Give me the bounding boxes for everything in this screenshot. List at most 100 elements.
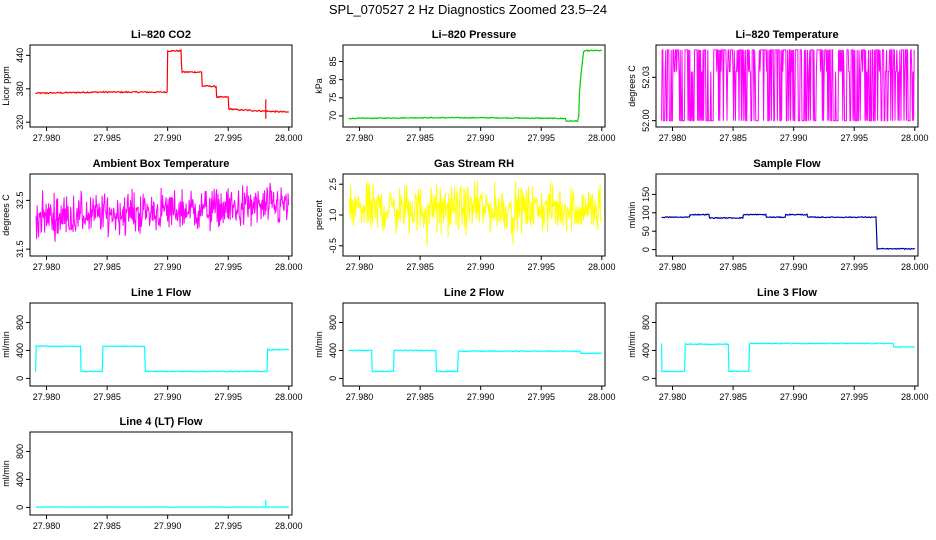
- x-tick-label: 27.995: [214, 262, 242, 272]
- chart-panel-7: Line 1 Flow ml/min 27.980 27.985 27.990 27.99…: [1, 287, 303, 402]
- chart-panel-8: Line 2 Flow ml/min 27.980 27.985 27.990 27.99…: [314, 287, 616, 402]
- chart-title: Li–820 Temperature: [735, 29, 838, 41]
- x-tick-label: 27.995: [840, 392, 868, 402]
- x-tick-label: 27.985: [93, 133, 121, 143]
- chart-panel-6: Sample Flow ml/min 27.980 27.985 27.990 27.99…: [627, 158, 929, 272]
- y-tick-label: 85: [328, 57, 338, 67]
- x-tick-label: 27.980: [33, 521, 61, 531]
- x-tick-label: 28.000: [901, 133, 929, 143]
- x-tick-label: 27.980: [659, 392, 687, 402]
- x-tick-label: 27.980: [33, 262, 61, 272]
- y-axis-label: ml/min: [1, 460, 11, 487]
- x-tick-label: 27.985: [719, 262, 747, 272]
- chart-title: Gas Stream RH: [434, 158, 514, 170]
- series-data: [35, 48, 290, 119]
- y-axis-label: ml/min: [627, 202, 637, 229]
- chart-title: Line 1 Flow: [131, 287, 191, 299]
- chart-title: Sample Flow: [753, 158, 821, 170]
- y-tick-label: 800: [328, 315, 338, 330]
- plot-frame: [655, 302, 919, 387]
- x-tick-label: 27.990: [780, 262, 808, 272]
- y-tick-label: 380: [15, 81, 25, 96]
- x-tick-label: 27.995: [840, 133, 868, 143]
- x-tick-label: 27.995: [527, 392, 555, 402]
- plot-frame: [29, 302, 293, 387]
- chart-panel-10: Line 4 (LT) Flow ml/min 27.980 27.985 27.990…: [1, 416, 303, 531]
- series-line: [661, 342, 915, 373]
- y-tick-label: 320: [15, 115, 25, 130]
- y-axis-label: kPa: [314, 78, 324, 94]
- x-tick-label: 28.000: [275, 262, 303, 272]
- chart-panel-5: Gas Stream RH percent 27.980 27.985 27.990 27…: [314, 158, 616, 272]
- series-data: [35, 182, 290, 242]
- y-tick-label: 31.5: [15, 240, 25, 258]
- chart-title: Line 2 Flow: [444, 287, 504, 299]
- y-tick-label: 0: [328, 376, 338, 381]
- x-tick-label: 28.000: [588, 262, 616, 272]
- plot-frame: [342, 44, 606, 128]
- series-data: [348, 180, 602, 246]
- x-tick-label: 27.990: [154, 262, 182, 272]
- x-tick-label: 27.985: [93, 262, 121, 272]
- x-tick-label: 27.995: [214, 392, 242, 402]
- plot-frame: [655, 44, 919, 128]
- chart-title: Ambient Box Temperature: [93, 158, 230, 170]
- chart-title: Line 4 (LT) Flow: [120, 416, 203, 428]
- plot-frame: [342, 302, 606, 387]
- y-tick-label: 2.5: [328, 178, 338, 191]
- page-title: SPL_070527 2 Hz Diagnostics Zoomed 23.5–…: [328, 2, 608, 17]
- y-tick-label: 800: [641, 315, 651, 330]
- x-tick-label: 28.000: [275, 392, 303, 402]
- y-tick-label: 70: [328, 111, 338, 121]
- series-line: [348, 180, 602, 246]
- series-line: [35, 344, 289, 373]
- y-axis-label: ml/min: [1, 331, 11, 358]
- x-tick-label: 27.980: [346, 392, 374, 402]
- x-tick-label: 27.980: [33, 133, 61, 143]
- x-tick-label: 28.000: [588, 133, 616, 143]
- y-tick-label: 50: [641, 226, 651, 236]
- y-tick-label: 52.00: [641, 109, 651, 132]
- chart-panel-3: Li–820 Temperature degrees C 27.980 27.985 2…: [627, 29, 929, 143]
- chart-title: Line 3 Flow: [757, 287, 817, 299]
- x-tick-label: 28.000: [275, 133, 303, 143]
- x-tick-label: 27.990: [467, 262, 495, 272]
- series-line: [348, 49, 603, 123]
- x-tick-label: 27.985: [406, 133, 434, 143]
- series-data: [348, 349, 602, 373]
- series-data: [661, 49, 915, 122]
- y-tick-label: 100: [641, 205, 651, 220]
- x-tick-label: 27.995: [527, 133, 555, 143]
- y-axis-label: ml/min: [627, 331, 637, 358]
- plot-frame: [29, 173, 293, 257]
- y-tick-label: 800: [15, 444, 25, 459]
- y-axis-label: ml/min: [314, 331, 324, 358]
- y-tick-label: 0: [641, 247, 651, 252]
- series-data: [35, 344, 289, 373]
- chart-title: Li–820 Pressure: [432, 29, 516, 41]
- x-tick-label: 28.000: [588, 392, 616, 402]
- series-line: [348, 349, 602, 373]
- x-tick-label: 27.985: [719, 392, 747, 402]
- x-tick-label: 27.985: [406, 262, 434, 272]
- x-tick-label: 27.985: [719, 133, 747, 143]
- y-axis-label: degrees C: [1, 194, 11, 236]
- y-tick-label: 0: [641, 376, 651, 381]
- y-axis-label: degrees C: [627, 65, 637, 107]
- x-tick-label: 27.995: [840, 262, 868, 272]
- chart-panel-2: Li–820 Pressure kPa 27.980 27.985 27.990 27.9…: [314, 29, 616, 143]
- x-tick-label: 27.990: [467, 133, 495, 143]
- y-tick-label: 32.5: [15, 192, 25, 210]
- plot-frame: [29, 44, 293, 128]
- x-tick-label: 27.995: [527, 262, 555, 272]
- y-tick-label: 400: [641, 343, 651, 358]
- x-tick-label: 28.000: [901, 392, 929, 402]
- y-axis-label: percent: [314, 199, 324, 230]
- x-tick-label: 27.990: [154, 133, 182, 143]
- x-tick-label: 27.990: [467, 392, 495, 402]
- y-tick-label: 0: [15, 505, 25, 510]
- x-tick-label: 27.985: [406, 392, 434, 402]
- series-data: [661, 342, 915, 373]
- plot-frame: [655, 173, 919, 257]
